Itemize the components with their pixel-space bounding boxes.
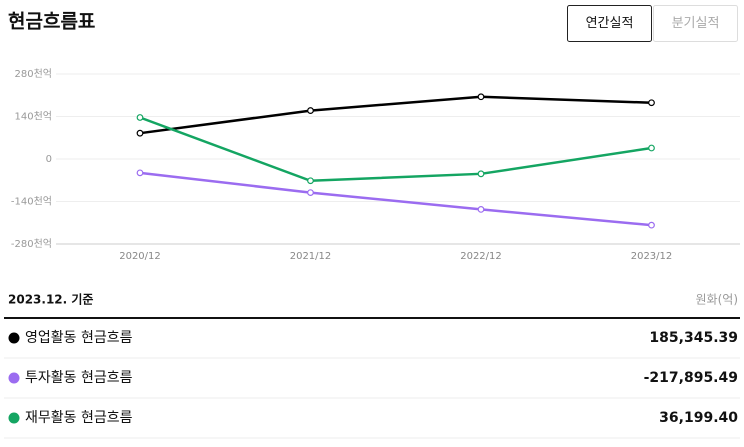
data-point xyxy=(648,144,655,152)
page-title: 현금흐름표 xyxy=(8,11,95,33)
data-point xyxy=(477,205,485,213)
row-value: -217,895.49 xyxy=(644,370,738,386)
row-label: 투자활동 현금흐름 xyxy=(25,370,133,386)
row-value: 185,345.39 xyxy=(649,330,738,346)
row-label: 영업활동 현금흐름 xyxy=(25,330,133,346)
data-point xyxy=(136,114,144,121)
series-line xyxy=(139,171,652,227)
legend-dot xyxy=(8,332,20,344)
tab-button[interactable] xyxy=(567,5,652,42)
data-point xyxy=(136,129,144,137)
data-point xyxy=(307,107,314,114)
legend-dot xyxy=(8,412,20,424)
series-line xyxy=(139,95,652,135)
tab-label[interactable]: 연간실적 xyxy=(586,16,634,31)
legend-dot xyxy=(8,372,20,384)
data-point xyxy=(648,221,655,229)
data-point xyxy=(307,189,314,197)
data-point xyxy=(648,99,655,107)
series-line xyxy=(139,116,652,182)
x-tick-label: 2021/12 xyxy=(290,251,332,262)
y-tick-label: -280천억 xyxy=(11,238,52,250)
row-label: 재무활동 현금흐름 xyxy=(25,410,133,426)
table-date: 2023.12. 기준 xyxy=(8,292,93,307)
table-unit: 원화(억) xyxy=(696,293,738,307)
data-point xyxy=(307,177,314,185)
y-tick-label: 140천억 xyxy=(15,111,53,123)
data-point xyxy=(136,169,144,177)
x-tick-label: 2022/12 xyxy=(460,251,502,262)
tab-button[interactable] xyxy=(653,5,738,42)
row-value: 36,199.40 xyxy=(659,410,738,426)
data-point xyxy=(477,170,485,178)
y-tick-label: 0 xyxy=(46,154,52,165)
y-tick-label: -140천억 xyxy=(11,196,52,208)
data-point xyxy=(477,93,485,101)
y-tick-label: 280천억 xyxy=(15,68,53,80)
x-tick-label: 2020/12 xyxy=(119,251,161,262)
x-tick-label: 2023/12 xyxy=(631,251,673,262)
tab-label[interactable]: 분기실적 xyxy=(672,16,720,31)
